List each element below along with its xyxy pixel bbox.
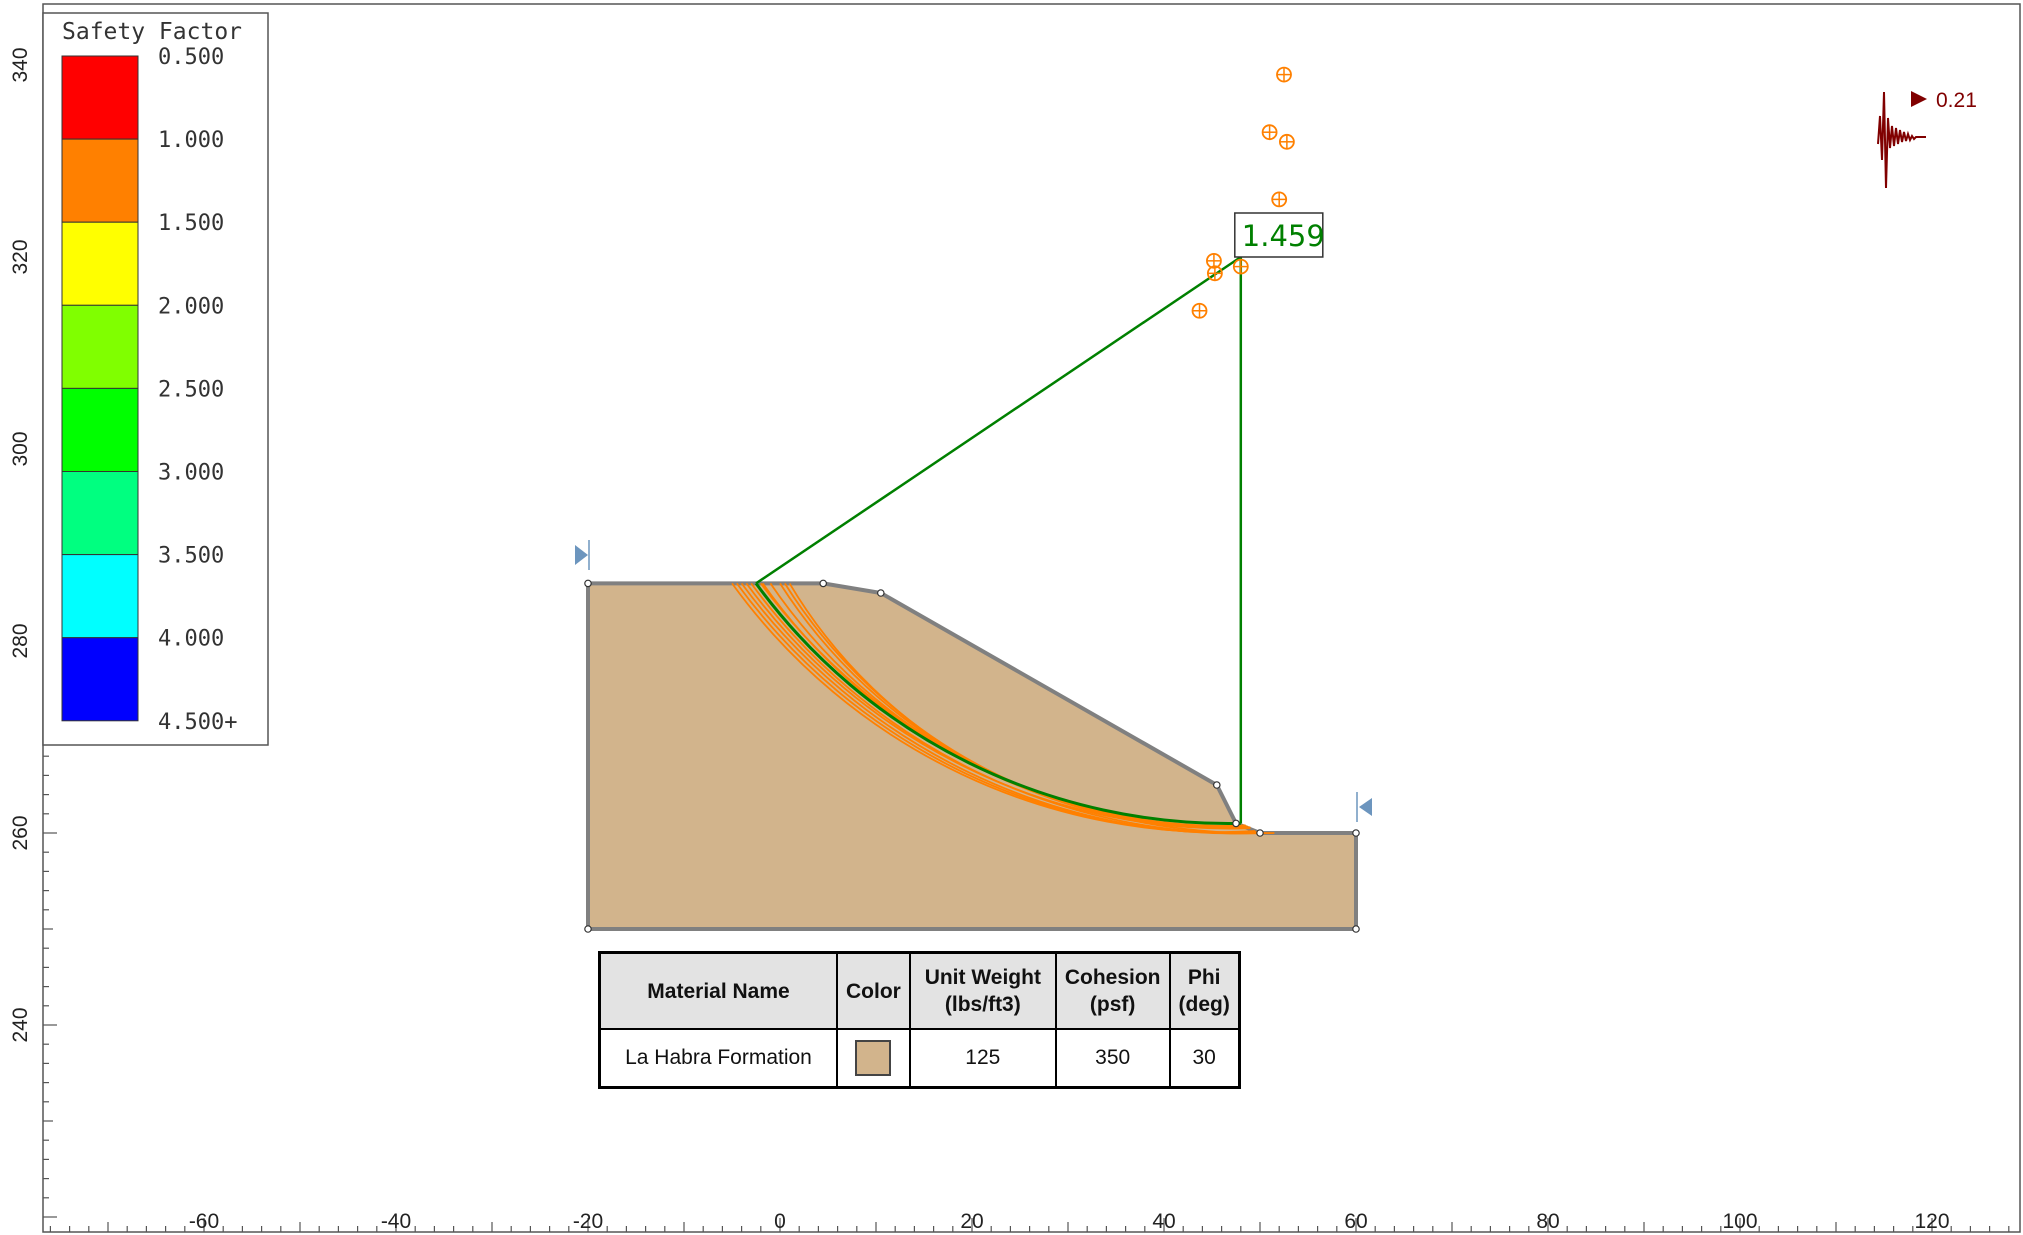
- legend-title: Safety Factor: [62, 19, 242, 45]
- legend-color-bin: [61, 637, 139, 722]
- legend-bin-label: 2.500: [158, 377, 224, 402]
- cohesion-cell: 350: [1054, 1028, 1171, 1089]
- legend-bin-label: 0.500: [158, 45, 224, 70]
- legend-color-bin: [61, 304, 139, 389]
- slope-vertex: [876, 589, 885, 597]
- unit-weight-cell: 125: [908, 1028, 1057, 1089]
- slope-vertex: [819, 579, 828, 588]
- x-axis-tick-label: 100: [1722, 1210, 1757, 1233]
- x-axis-tick-label: 120: [1914, 1210, 1949, 1233]
- x-axis-tick-label: -40: [381, 1210, 411, 1233]
- y-axis-tick-label: 320: [9, 239, 32, 274]
- legend-color-bin: [61, 554, 139, 639]
- slip-center-icon: [1276, 66, 1292, 83]
- seismic-load: 0.21: [1877, 89, 1977, 189]
- x-axis-tick-label: -60: [189, 1210, 219, 1233]
- materials-table-header-row: Material Name Color Unit Weight (lbs/ft3…: [598, 951, 1241, 1030]
- slip-center-icon: [1271, 191, 1288, 208]
- slip-center-icon: [1206, 265, 1223, 282]
- x-axis-tick-label: 80: [1536, 1210, 1559, 1233]
- slope-vertex: [1352, 925, 1360, 933]
- slip-center-icon: [1261, 124, 1278, 141]
- y-axis-tick-labels: 240 260 280 300 320 340: [9, 47, 32, 1042]
- materials-table: Material Name Color Unit Weight (lbs/ft3…: [598, 951, 1241, 1089]
- critical-radius-entry-line: [755, 255, 1242, 585]
- slip-center-icon: [1232, 258, 1249, 275]
- slope-material-region: [586, 581, 1358, 931]
- x-axis-tick-label: 40: [1152, 1210, 1175, 1233]
- x-axis-tick-label: 60: [1344, 1210, 1367, 1233]
- legend-color-bin: [61, 471, 139, 556]
- legend-color-bin: [61, 138, 139, 223]
- slope-vertex: [1352, 829, 1360, 837]
- legend-bin-label: 2.000: [158, 294, 224, 319]
- fs-value: 1.459: [1242, 219, 1325, 253]
- header-phi: Phi (deg): [1168, 951, 1241, 1030]
- x-axis-tick-label: 0: [774, 1210, 786, 1233]
- material-color-cell: [836, 1028, 911, 1089]
- material-name-cell: La Habra Formation: [598, 1028, 838, 1089]
- material-color-swatch: [855, 1040, 892, 1076]
- slip-center-icon: [1191, 302, 1208, 319]
- slope-vertex: [1232, 819, 1240, 828]
- slope-vertex: [584, 925, 592, 933]
- slope-vertices: [584, 579, 1360, 933]
- slope-vertex: [584, 579, 592, 588]
- y-axis-tick-label: 340: [9, 47, 32, 82]
- slope-vertex: [1213, 781, 1221, 789]
- critical-slip-surface: [754, 582, 1241, 825]
- right-boundary-marker-icon: [1359, 798, 1372, 816]
- y-axis-tick-label: 300: [9, 431, 32, 466]
- legend-bin-label: 3.500: [158, 544, 224, 569]
- legend-bin-label: 1.000: [158, 128, 224, 153]
- legend-bin-label: 4.500+: [158, 710, 237, 735]
- seismic-coefficient: 0.21: [1936, 89, 1977, 112]
- slip-centers: [1191, 66, 1295, 319]
- phi-cell: 30: [1168, 1028, 1241, 1089]
- seismic-waveform-icon: [1877, 91, 1926, 189]
- legend-color-bin: [61, 387, 139, 472]
- header-color: Color: [836, 951, 911, 1030]
- legend-bin-label: 1.500: [158, 211, 224, 236]
- header-cohesion: Cohesion (psf): [1054, 951, 1171, 1030]
- legend-color-bin: [61, 55, 139, 140]
- safety-factor-legend: Safety Factor 0.500 1.000 1.500 2.000 2.500 3…: [42, 12, 269, 746]
- fs-label-box: [1234, 212, 1324, 258]
- slip-center-icon: [1278, 133, 1295, 150]
- slip-surface: [740, 582, 1261, 835]
- factor-of-safety-label: 1.459: [1234, 212, 1325, 258]
- x-axis-tick-label: 20: [960, 1210, 983, 1233]
- header-material-name: Material Name: [598, 951, 838, 1030]
- header-unit-weight: Unit Weight (lbs/ft3): [908, 951, 1057, 1030]
- left-boundary-marker-icon: [575, 545, 588, 565]
- legend-bin-label: 3.000: [158, 461, 224, 486]
- table-row: La Habra Formation 125 350 30: [598, 1028, 1241, 1089]
- seismic-arrow-icon: [1911, 91, 1927, 107]
- slip-surface: [750, 582, 1265, 835]
- x-axis-tick-label: -20: [573, 1210, 603, 1233]
- y-axis-tick-label: 260: [9, 815, 32, 850]
- x-axis-tick-labels: -60 -40 -20 0 20 40 60 80 100 120: [189, 1210, 1950, 1233]
- y-axis-tick-label: 280: [9, 623, 32, 658]
- legend-color-bin: [61, 221, 139, 306]
- y-axis-tick-label: 240: [9, 1007, 32, 1042]
- legend-bin-label: 4.000: [158, 627, 224, 652]
- slope-vertex: [1256, 829, 1264, 837]
